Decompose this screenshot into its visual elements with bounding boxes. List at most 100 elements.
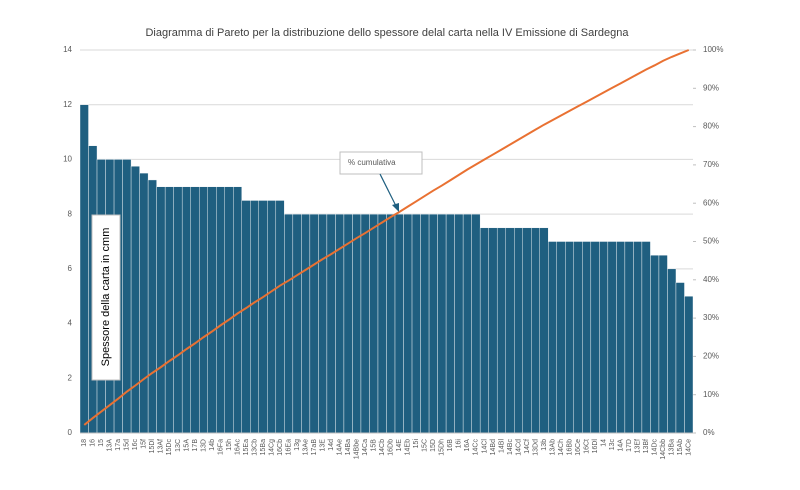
annotation-box xyxy=(339,151,423,175)
annotation-arrow xyxy=(379,173,397,207)
bar xyxy=(428,213,438,434)
bar xyxy=(394,213,404,434)
bar xyxy=(258,200,268,434)
bar xyxy=(548,241,557,434)
bar xyxy=(479,227,489,434)
x-tick-label: 15i xyxy=(413,439,420,449)
y2-tick-label: 50% xyxy=(703,237,719,246)
y2-tick-label: 60% xyxy=(703,198,719,207)
x-tick-label: 16A xyxy=(464,439,471,452)
bar xyxy=(616,241,626,434)
bar xyxy=(156,186,166,434)
x-tick-label: 15Dl xyxy=(149,439,156,454)
bar xyxy=(301,213,311,434)
x-tick-label: 18 xyxy=(81,439,88,447)
x-tick-label: 14Ae xyxy=(337,439,344,455)
x-tick-label: 16Cb xyxy=(277,439,284,456)
y-tick-label: 12 xyxy=(63,100,72,109)
x-tick-label: 16Db xyxy=(388,439,395,456)
x-tick-label: 14Bl xyxy=(498,439,505,453)
x-tick-label: 13g xyxy=(294,439,301,451)
bar xyxy=(164,186,174,434)
x-tick-label: 15Dc xyxy=(166,439,173,456)
y-tick-label: 0 xyxy=(68,428,73,437)
bar xyxy=(377,213,387,434)
bar xyxy=(267,200,277,434)
x-tick-label: 13b xyxy=(541,439,548,451)
x-tick-label: 13Cb xyxy=(251,439,258,456)
x-tick-label: 13C xyxy=(175,439,182,452)
bar xyxy=(437,213,447,434)
x-tick-label: 17B xyxy=(192,439,199,452)
y-label-box xyxy=(91,214,121,381)
y-tick-label: 4 xyxy=(68,319,73,328)
x-tick-label: 14Bbe xyxy=(354,439,361,459)
bar xyxy=(590,241,600,434)
x-tick-label: 14Ce xyxy=(686,439,693,456)
x-tick-label: 16c xyxy=(132,439,139,451)
y2-tick-label: 90% xyxy=(703,83,719,92)
x-tick-label: 13Ba xyxy=(669,439,676,455)
x-tick-label: 14Cd xyxy=(515,439,522,456)
bar xyxy=(573,241,583,434)
x-tick-label: 17D xyxy=(626,439,633,452)
bar xyxy=(582,241,592,434)
x-tick-label: 14b xyxy=(209,439,216,451)
y2-tick-label: 80% xyxy=(703,122,719,131)
bar xyxy=(658,254,668,434)
x-tick-label: 13A xyxy=(107,439,114,452)
x-tick-label: 15f xyxy=(141,439,148,449)
x-tick-label: 15Dh xyxy=(439,439,446,456)
bar xyxy=(139,172,149,434)
y-tick-label: 10 xyxy=(63,155,72,164)
x-tick-label: 14Bd xyxy=(490,439,497,455)
bar xyxy=(403,213,413,434)
x-tick-label: 14Eb xyxy=(405,439,412,455)
bar xyxy=(224,186,234,434)
bar xyxy=(684,296,694,434)
bar xyxy=(386,213,396,434)
bar xyxy=(624,241,634,434)
x-tick-label: 15Ab xyxy=(677,439,684,455)
x-tick-label: 13E xyxy=(319,439,326,452)
bar xyxy=(675,282,685,434)
x-tick-label: 16Ac xyxy=(234,439,241,455)
y2-tick-label: 100% xyxy=(703,45,723,54)
x-tick-label: 14Ca xyxy=(362,439,369,456)
x-tick-label: 13Dd xyxy=(532,439,539,456)
bar xyxy=(505,227,515,434)
bar xyxy=(496,227,506,434)
x-tick-label: 14Bc xyxy=(507,439,514,455)
bar xyxy=(488,227,498,434)
x-tick-label: 15d xyxy=(124,439,131,451)
annotation-arrowhead xyxy=(392,203,399,212)
bar xyxy=(556,241,566,434)
x-tick-label: 16Ea xyxy=(285,439,292,455)
x-tick-label: 15h xyxy=(226,439,233,451)
x-tick-label: 16B xyxy=(447,439,454,452)
bar xyxy=(454,213,464,434)
x-tick-label: 15B xyxy=(371,439,378,452)
bar xyxy=(198,186,208,434)
bar xyxy=(309,213,319,434)
x-tick-label: 14Ba xyxy=(345,439,352,455)
bar xyxy=(462,213,472,434)
bar xyxy=(522,227,532,434)
bar xyxy=(241,200,251,434)
x-tick-label: 14Dc xyxy=(652,439,659,456)
x-tick-label: 15D xyxy=(430,439,437,452)
bar xyxy=(411,213,421,434)
chart-title: Diagramma di Pareto per la distribuzione… xyxy=(145,27,629,39)
x-tick-label: 15C xyxy=(422,439,429,452)
bar xyxy=(445,213,455,434)
x-tick-label: 14Cl xyxy=(481,439,488,454)
bar xyxy=(190,186,200,434)
x-tick-label: 15A xyxy=(183,439,190,452)
bar xyxy=(216,186,225,434)
y2-tick-label: 70% xyxy=(703,160,719,169)
bar xyxy=(650,254,660,434)
bar xyxy=(318,213,328,434)
x-tick-label: 14Cf xyxy=(524,439,531,454)
bar xyxy=(207,186,217,434)
bar xyxy=(181,186,191,434)
